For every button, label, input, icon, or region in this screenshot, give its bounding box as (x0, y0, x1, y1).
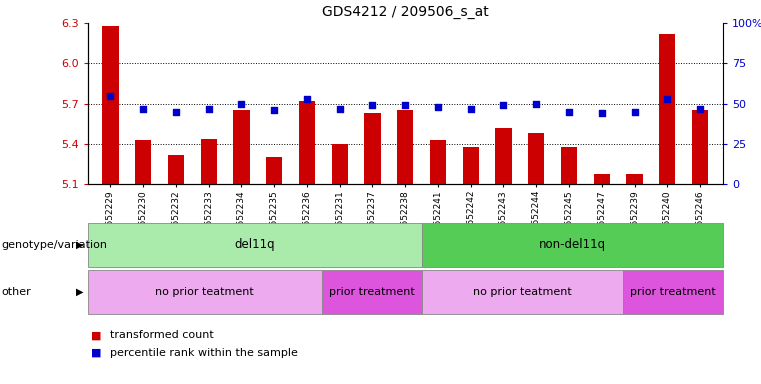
Point (498, 102, 510, 108)
Bar (135, 140, 151, 184)
Bar (365, 113, 380, 184)
Point (104, 93, 116, 99)
Bar (659, 34, 676, 184)
Text: ■: ■ (91, 330, 102, 340)
Bar (234, 110, 250, 184)
Bar (332, 144, 348, 184)
Bar (266, 157, 282, 184)
Text: ▶: ▶ (76, 240, 84, 250)
Bar (102, 26, 119, 184)
Bar (200, 139, 217, 184)
Text: no prior teatment: no prior teatment (155, 287, 254, 297)
Text: ■: ■ (91, 348, 102, 358)
Text: del11q: del11q (234, 238, 275, 251)
Point (366, 102, 378, 108)
Text: other: other (2, 287, 31, 297)
Point (661, 96, 673, 102)
Text: genotype/variation: genotype/variation (2, 240, 107, 250)
Point (465, 106, 477, 112)
Text: transformed count: transformed count (110, 330, 214, 340)
Bar (430, 140, 446, 184)
Bar (397, 110, 413, 184)
Point (333, 106, 345, 112)
Bar (626, 174, 643, 184)
Text: prior treatment: prior treatment (329, 287, 415, 297)
Point (694, 106, 706, 112)
Text: prior treatment: prior treatment (630, 287, 715, 297)
Point (235, 101, 247, 107)
Point (432, 104, 444, 110)
Text: percentile rank within the sample: percentile rank within the sample (110, 348, 298, 358)
Text: no prior teatment: no prior teatment (473, 287, 572, 297)
Point (399, 102, 411, 108)
Point (530, 101, 543, 107)
Point (170, 109, 182, 115)
Bar (692, 110, 708, 184)
Point (563, 109, 575, 115)
Point (137, 106, 149, 112)
Bar (594, 174, 610, 184)
Point (301, 96, 313, 102)
Text: non-del11q: non-del11q (539, 238, 606, 251)
Text: ▶: ▶ (76, 287, 84, 297)
Bar (561, 147, 577, 184)
Point (202, 106, 215, 112)
Bar (299, 101, 315, 184)
Bar (463, 147, 479, 184)
Bar (528, 133, 544, 184)
Point (629, 109, 641, 115)
Point (596, 110, 608, 116)
Title: GDS4212 / 209506_s_at: GDS4212 / 209506_s_at (322, 5, 489, 19)
Point (268, 107, 280, 113)
Bar (167, 155, 184, 184)
Bar (495, 128, 511, 184)
